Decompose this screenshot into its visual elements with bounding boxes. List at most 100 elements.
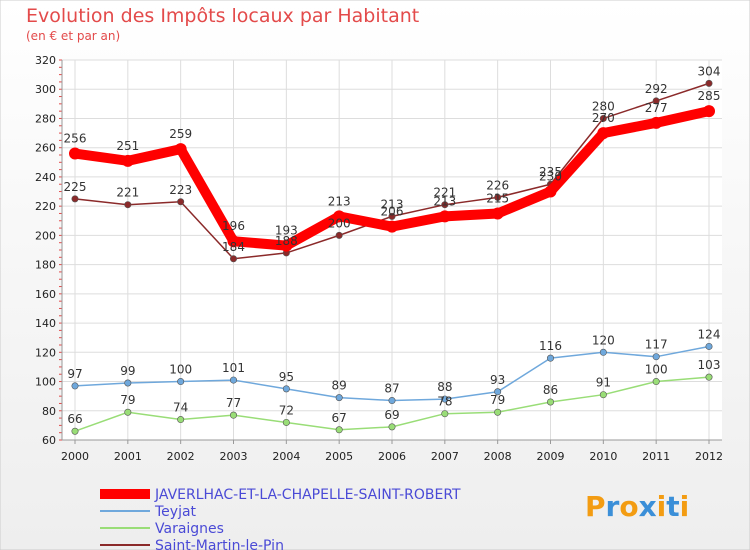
data-point xyxy=(124,201,132,209)
data-point xyxy=(652,97,660,105)
legend-entry: Teyjat xyxy=(154,504,197,520)
x-tick-label: 2001 xyxy=(114,450,142,463)
data-label: 66 xyxy=(67,412,82,426)
data-label: 200 xyxy=(328,216,351,230)
proxiti-wordmark: Proxiti xyxy=(585,490,689,523)
data-label: 79 xyxy=(490,393,505,407)
data-point xyxy=(494,193,502,201)
legend-entry: Saint-Martin-le-Pin xyxy=(155,538,284,550)
y-tick-label: 100 xyxy=(35,376,56,389)
series-1 xyxy=(71,342,713,405)
data-label: 97 xyxy=(67,367,82,381)
data-label: 86 xyxy=(543,383,558,397)
data-label: 95 xyxy=(279,370,294,384)
data-label: 78 xyxy=(437,395,452,409)
y-tick-label: 280 xyxy=(35,112,56,125)
data-point xyxy=(388,397,396,405)
x-tick-label: 2002 xyxy=(167,450,195,463)
data-point xyxy=(441,201,449,209)
data-label: 124 xyxy=(698,327,721,341)
data-point xyxy=(177,378,185,386)
data-label: 292 xyxy=(645,82,668,96)
data-point xyxy=(230,411,238,419)
x-tick-label: 2011 xyxy=(642,450,670,463)
x-tick-label: 2009 xyxy=(537,450,565,463)
series-2 xyxy=(71,373,713,435)
data-label: 100 xyxy=(169,363,192,377)
data-label: 213 xyxy=(433,194,456,208)
data-point xyxy=(230,255,238,263)
data-point xyxy=(441,395,449,403)
logo-letter: i xyxy=(657,490,667,523)
data-point xyxy=(333,210,346,223)
y-tick-label: 200 xyxy=(35,229,56,242)
data-label: 184 xyxy=(222,240,245,254)
data-point xyxy=(544,185,557,198)
data-point xyxy=(335,394,343,402)
x-tick-label: 2003 xyxy=(220,450,248,463)
data-label: 120 xyxy=(592,333,615,347)
axes: 60 80 100 120 140 160 180 200 220 240 260 280 300 320… xyxy=(35,54,723,463)
data-label: 221 xyxy=(116,186,139,200)
data-label: 69 xyxy=(384,408,399,422)
y-tick-label: 180 xyxy=(35,259,56,272)
x-tick-label: 2005 xyxy=(325,450,353,463)
data-label: 103 xyxy=(698,358,721,372)
data-point xyxy=(705,373,713,381)
data-label: 93 xyxy=(490,373,505,387)
data-label: 235 xyxy=(539,165,562,179)
data-point xyxy=(282,418,290,426)
data-label: 100 xyxy=(645,363,668,377)
series-0 xyxy=(69,105,715,252)
data-point xyxy=(491,207,504,220)
data-point xyxy=(441,410,449,418)
logo-letter: P xyxy=(585,490,606,523)
data-label: 304 xyxy=(698,64,721,78)
data-point xyxy=(652,378,660,386)
legend-entry: JAVERLHAC-ET-LA-CHAPELLE-SAINT-ROBERT xyxy=(154,487,461,503)
logo-letter: x xyxy=(639,490,657,523)
data-point xyxy=(599,391,607,399)
x-tick-label: 2006 xyxy=(378,450,406,463)
data-point xyxy=(335,426,343,434)
data-point xyxy=(174,143,187,156)
data-point xyxy=(599,114,607,122)
data-point xyxy=(227,235,240,248)
x-tick-label: 2004 xyxy=(272,450,300,463)
data-point xyxy=(124,379,132,387)
data-label: 196 xyxy=(222,219,245,233)
data-label: 213 xyxy=(381,197,404,211)
data-point xyxy=(121,154,134,167)
data-label: 221 xyxy=(433,186,456,200)
data-label: 277 xyxy=(645,101,668,115)
data-point xyxy=(705,79,713,87)
y-tick-label: 60 xyxy=(42,434,56,447)
y-tick-label: 320 xyxy=(35,54,56,67)
y-tick-label: 140 xyxy=(35,317,56,330)
data-point xyxy=(177,198,185,206)
data-point xyxy=(705,342,713,350)
logo-letter: o xyxy=(619,490,638,523)
data-point xyxy=(177,416,185,424)
data-label: 223 xyxy=(169,183,192,197)
data-label: 89 xyxy=(332,379,347,393)
data-label: 225 xyxy=(64,180,87,194)
data-point xyxy=(494,388,502,396)
data-point xyxy=(280,239,293,252)
data-point xyxy=(650,116,663,129)
data-label: 77 xyxy=(226,396,241,410)
data-label: 206 xyxy=(381,205,404,219)
data-label: 226 xyxy=(486,178,509,192)
data-label: 99 xyxy=(120,364,135,378)
data-point xyxy=(335,231,343,239)
data-label: 259 xyxy=(169,127,192,141)
data-point xyxy=(494,408,502,416)
data-point xyxy=(438,210,451,223)
data-label: 79 xyxy=(120,393,135,407)
data-point xyxy=(652,353,660,361)
data-label: 256 xyxy=(64,132,87,146)
data-point xyxy=(230,376,238,384)
data-label: 215 xyxy=(486,191,509,205)
data-label: 188 xyxy=(275,234,298,248)
